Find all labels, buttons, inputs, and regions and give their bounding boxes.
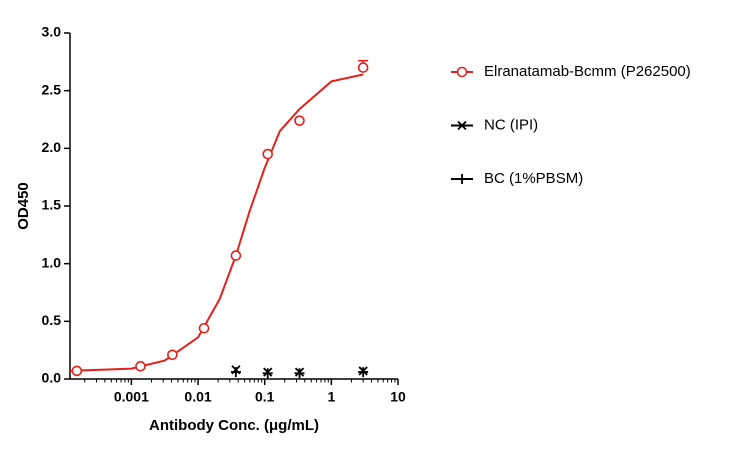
- data-point: [294, 368, 305, 379]
- data-point: [71, 365, 83, 377]
- x-tick-label: 1: [327, 389, 335, 405]
- legend-marker: [456, 66, 468, 78]
- x-tick-label: 0.1: [255, 389, 275, 405]
- data-point: [135, 361, 146, 372]
- x-tick-label: 10: [390, 389, 406, 405]
- fit-curve: [69, 73, 364, 372]
- data-point: [262, 368, 273, 379]
- y-tick-label: 1.5: [42, 197, 62, 213]
- data-point: [230, 250, 242, 261]
- y-tick-label: 1.0: [42, 254, 62, 270]
- y-tick-label: 0.0: [42, 370, 62, 386]
- data-point: [262, 148, 274, 160]
- data-point: [167, 349, 178, 361]
- y-tick-label: 2.5: [42, 81, 62, 97]
- legend-label: NC (IPI): [484, 116, 538, 133]
- data-point: [357, 62, 369, 73]
- x-tick-label: 0.001: [114, 389, 149, 405]
- legend-label: Elranatamab-Bcmm (P262500): [484, 63, 691, 80]
- data-point: [358, 367, 369, 378]
- legend-marker: [457, 120, 467, 131]
- data-point: [230, 367, 241, 378]
- data-point: [198, 322, 210, 334]
- x-tick-label: 0.01: [184, 389, 211, 405]
- data-point: [294, 115, 305, 126]
- y-axis-title: OD450: [15, 182, 32, 230]
- legend-label: BC (1%PBSM): [484, 170, 583, 187]
- y-tick-label: 2.0: [42, 139, 62, 155]
- legend-marker: [457, 174, 467, 184]
- y-tick-label: 0.5: [42, 312, 62, 328]
- y-tick-label: 3.0: [42, 24, 62, 40]
- x-axis-title: Antibody Conc. (μg/mL): [149, 417, 319, 434]
